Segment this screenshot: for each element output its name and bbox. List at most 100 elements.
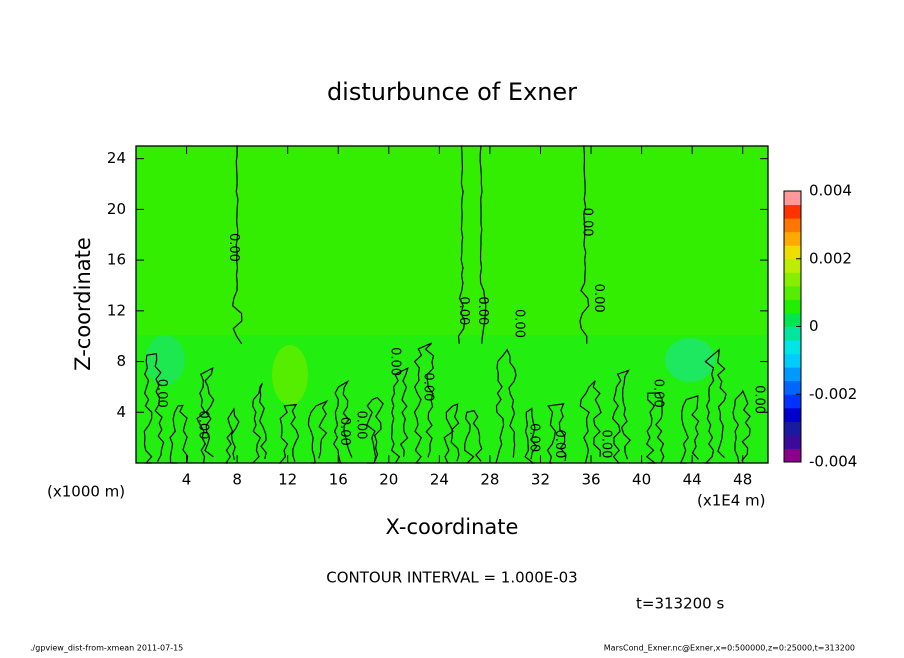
x-unit: (x1000 m) — [47, 483, 125, 501]
footer-right: MarsCond_Exner.nc@Exner,x=0:500000,z=0:2… — [604, 644, 855, 653]
y-tick-label: 12 — [107, 301, 126, 319]
contour-line — [611, 369, 631, 464]
colorbar-tick-label: -0.002 — [809, 385, 857, 403]
contour-label: 0.00 — [527, 423, 542, 452]
colorbar-swatch — [784, 218, 801, 233]
chart-title: disturbunce of Exner — [327, 78, 577, 106]
contour-line — [579, 380, 602, 464]
plot-area — [136, 146, 768, 463]
x-tick-label: 12 — [278, 471, 297, 489]
colorbar-tick-label: -0.004 — [809, 453, 857, 471]
contour-line — [679, 395, 700, 464]
x-tick-label: 36 — [581, 471, 600, 489]
colorbar-swatch — [784, 272, 801, 287]
contour-line — [546, 403, 567, 464]
contour-line — [332, 379, 353, 464]
x-tick-label: 8 — [232, 471, 242, 489]
colorbar-tick-label: 0.002 — [809, 249, 852, 267]
x-tick-label: 16 — [329, 471, 348, 489]
colorbar-swatch — [784, 353, 801, 368]
colorbar-swatch — [784, 380, 801, 395]
plot-frame — [135, 145, 769, 464]
colorbar-swatch — [784, 367, 801, 382]
y-tick-label: 4 — [116, 403, 126, 421]
contour-line — [196, 366, 215, 464]
contour-label: 0.00 — [154, 379, 169, 408]
contour-line — [143, 352, 165, 464]
colorbar-swatch — [784, 312, 801, 327]
x-tick-label: 32 — [531, 471, 550, 489]
contour-line — [732, 389, 751, 464]
contour-label: 0.00 — [552, 430, 567, 459]
x-tick-label: 40 — [632, 471, 651, 489]
contour-line — [457, 145, 466, 344]
contour-line — [251, 382, 267, 464]
contour-label: 0.00 — [599, 430, 614, 459]
contour-label: 0.00 — [195, 410, 210, 439]
x-tick-label: 4 — [182, 471, 192, 489]
contour-label: 0.00 — [651, 379, 666, 408]
contour-lines — [143, 145, 751, 464]
x-tick-label: 48 — [733, 471, 752, 489]
colorbar-swatch — [784, 285, 801, 300]
contour-line — [479, 145, 487, 344]
contour-interval: CONTOUR INTERVAL = 1.000E-03 — [326, 569, 577, 587]
y-tick-label: 20 — [107, 200, 126, 218]
colorbar-swatch — [784, 448, 801, 463]
x-tick-label: 24 — [430, 471, 449, 489]
y-tick-label: 8 — [116, 352, 126, 370]
contour-label: 0.00 — [226, 233, 241, 262]
contour-label: 0.00 — [388, 347, 403, 376]
colorbar-swatch — [784, 231, 801, 246]
contour-label: 0.00 — [591, 284, 606, 313]
x-tick-label: 20 — [379, 471, 398, 489]
contour-label: 0.00 — [456, 296, 471, 325]
colorbar-swatch — [784, 421, 801, 436]
contour-line — [495, 348, 517, 464]
contour-label: 0.00 — [475, 296, 490, 325]
contour-line — [443, 403, 460, 464]
contour-line — [366, 396, 384, 464]
x-axis-label: X-coordinate — [386, 515, 519, 539]
colorbar-swatch — [784, 434, 801, 449]
contour-label: 0.00 — [511, 309, 526, 338]
colorbar-swatch — [784, 299, 801, 314]
contour-line — [464, 409, 483, 464]
field-blob — [665, 338, 715, 382]
x-tick-label: 28 — [480, 471, 499, 489]
y-tick-label: 24 — [107, 149, 126, 167]
colorbar-swatch — [784, 394, 801, 409]
contour-line — [524, 407, 538, 464]
colorbar-swatch — [784, 326, 801, 341]
contour-line — [390, 367, 409, 464]
contour-label: 0.00 — [420, 372, 435, 401]
footer-left: ./gpview_dist-from-xmean 2011-07-15 — [30, 644, 183, 653]
field-blob — [145, 335, 185, 385]
colorbar-tick-label: 0 — [809, 317, 819, 335]
field-blob — [272, 345, 308, 405]
colorbar-swatch — [784, 407, 801, 422]
contour-label: 0.00 — [752, 385, 767, 414]
contour-line — [278, 403, 300, 464]
colorbar-swatch — [784, 191, 801, 206]
colorbar-tick-label: 0.004 — [809, 182, 852, 200]
colorbar-swatch — [784, 258, 801, 273]
contour-line — [169, 404, 189, 464]
y-axis-label: Z-coordinate — [71, 237, 95, 371]
contour-line — [645, 392, 665, 464]
contour-label: 0.00 — [337, 417, 352, 446]
x-tick-label: 44 — [683, 471, 702, 489]
y-tick-label: 16 — [107, 251, 126, 269]
contour-line — [224, 407, 240, 464]
colorbar-swatch — [784, 340, 801, 355]
contour-line — [413, 342, 435, 464]
contour-label: 0.00 — [353, 410, 368, 439]
contour-label: 0.00 — [580, 208, 595, 237]
colorbar-swatch — [784, 245, 801, 260]
contour-line — [307, 399, 329, 464]
x-unit2: (x1E4 m) — [697, 492, 766, 510]
time-label: t=313200 s — [636, 595, 724, 613]
contour-line — [704, 348, 727, 464]
contour-line — [579, 145, 590, 344]
